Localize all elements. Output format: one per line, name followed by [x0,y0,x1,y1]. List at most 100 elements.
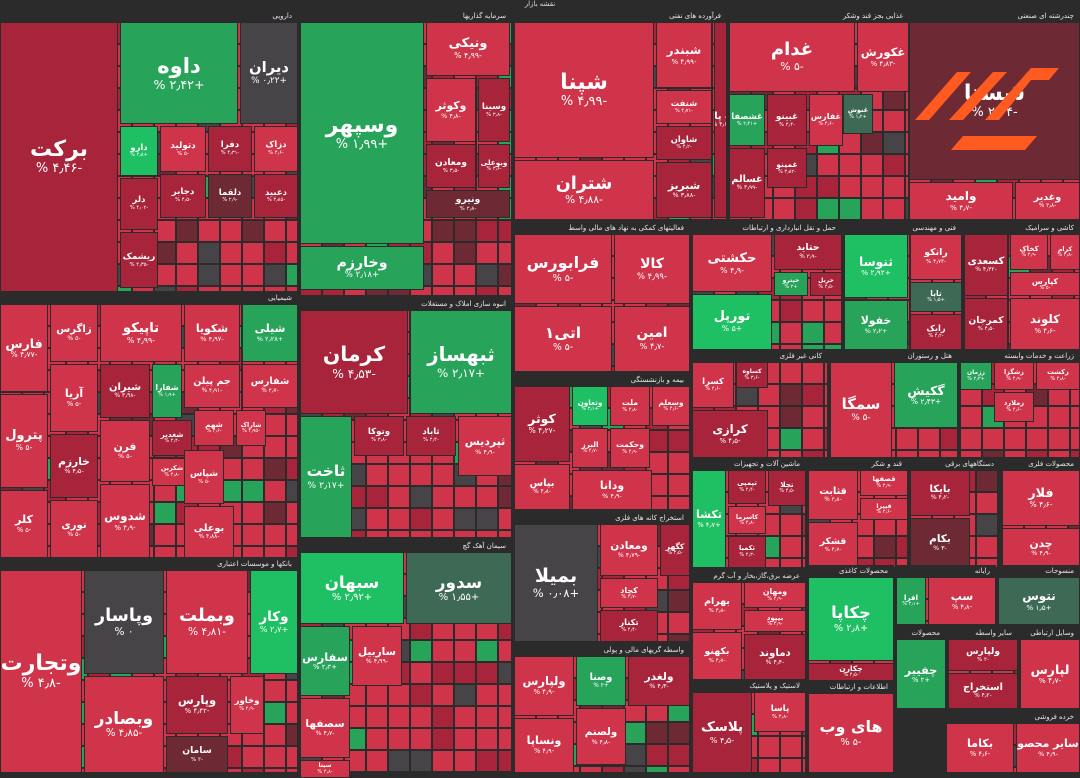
symbol-tile[interactable] [264,414,286,436]
symbol-tile[interactable] [668,496,690,510]
symbol-tile[interactable] [454,728,476,750]
symbol-tile[interactable] [454,640,476,662]
stock-tile[interactable]: نتوس +۱٫۵ % [998,577,1080,625]
symbol-tile[interactable] [780,736,802,758]
symbol-tile[interactable] [286,264,298,286]
symbol-tile[interactable] [780,514,802,536]
stock-tile[interactable]: کساوه -۳٫۶ % [736,362,768,388]
stock-tile[interactable]: شنفت -۴٫۷۱ % [656,90,712,124]
stock-tile[interactable]: فرن -۵ % [100,420,150,482]
stock-tile[interactable]: وحکمت -۴٫۹ % [610,428,650,468]
symbol-tile[interactable] [668,590,690,612]
stock-tile[interactable]: ولغدر -۴٫۳ % [628,656,690,706]
stock-tile[interactable]: شپاس -۵ % [184,450,224,504]
stock-tile[interactable]: ونیکی -۴٫۹۹ % [426,22,510,76]
stock-tile[interactable]: امین -۴٫۷ % [614,306,690,372]
stock-tile[interactable]: ثاباد -۴٫۴ % [406,416,456,456]
stock-tile[interactable]: سفارس +۲٫۳ % [300,626,350,696]
stock-tile[interactable]: وغدیر -۴٫۸ % [1015,182,1080,220]
stock-tile[interactable]: ولپارس -۴٫۹ % [514,656,574,716]
symbol-tile[interactable] [410,640,432,662]
stock-tile[interactable]: غسالم -۳٫۹۹ % [729,148,765,218]
symbol-tile[interactable] [918,450,940,458]
stock-tile[interactable]: کالا -۴٫۹۹ % [614,234,690,304]
symbol-tile[interactable] [286,414,298,436]
symbol-tile[interactable] [264,724,286,746]
symbol-tile[interactable] [432,486,454,508]
stock-tile[interactable]: زکشت -۴٫۸ % [1036,362,1080,390]
stock-tile[interactable]: دارو +۴٫۸ % [120,126,158,176]
stock-tile[interactable]: ونیرو -۲٫۸ % [426,190,510,218]
stock-tile[interactable]: ودانا -۴٫۹ % [572,470,652,510]
symbol-tile[interactable] [432,242,454,264]
stock-tile[interactable]: شاوان -۴٫۲ % [656,126,712,160]
stock-tile[interactable]: زشگزا -۴٫۹ % [994,362,1034,390]
stock-tile[interactable]: رایک -۴٫۲ % [910,314,962,350]
stock-tile[interactable]: کسعدی -۴٫۳۲ % [964,234,1008,296]
stock-tile[interactable]: فلار -۴٫۶ % [1002,470,1080,526]
symbol-tile[interactable] [198,242,220,264]
stock-tile[interactable]: وپارس -۴٫۴۲ % [166,676,228,734]
stock-tile[interactable]: تکمبا -۴٫۳ % [728,536,766,568]
symbol-tile[interactable] [154,546,176,558]
stock-tile[interactable]: بکام -۳ % [910,518,970,568]
symbol-tile[interactable] [388,508,410,530]
symbol-tile[interactable] [668,430,690,452]
symbol-tile[interactable] [498,486,512,508]
symbol-tile[interactable] [264,546,286,558]
symbol-tile[interactable] [264,680,286,702]
stock-tile[interactable]: کگهر -۴٫۵ % [660,524,690,576]
symbol-tile[interactable] [802,450,824,458]
symbol-tile[interactable] [264,264,286,286]
stock-tile[interactable]: ززمان +۲٫۳ % [960,362,992,390]
symbol-tile[interactable] [624,744,646,766]
stock-tile[interactable]: بمیلا +۰٫۰۸ % [514,524,598,642]
symbol-tile[interactable] [432,264,454,286]
stock-tile[interactable]: قثابت -۴٫۸ % [808,470,858,520]
stock-tile[interactable]: تپمپی -۴٫۴ % [728,470,766,504]
stock-tile[interactable]: تکنار -۴٫۴ % [600,610,658,642]
symbol-tile[interactable] [1004,428,1026,450]
stock-tile[interactable]: کخاک -۴٫۹ % [1010,234,1048,270]
stock-tile[interactable]: شیلی +۲٫۲۸ % [242,304,298,362]
symbol-tile[interactable] [264,502,286,524]
symbol-tile[interactable] [498,750,512,772]
stock-tile[interactable]: ومعادن -۴٫۷۹ % [600,524,658,576]
stock-tile[interactable]: وبملت -۴٫۸۱ % [166,570,248,674]
stock-tile[interactable]: بایکا -۴٫۲ % [910,470,970,516]
stock-tile[interactable]: وتعاون +۳٫۱ % [572,386,608,426]
symbol-tile[interactable] [998,492,1000,514]
stock-tile[interactable]: کرام -۴٫۸ % [1050,234,1080,270]
symbol-tile[interactable] [780,384,802,406]
stock-tile[interactable]: شکویا -۴٫۹۷ % [184,304,240,362]
symbol-tile[interactable] [242,220,264,242]
symbol-tile[interactable] [432,508,454,530]
symbol-tile[interactable] [1048,406,1070,428]
symbol-tile[interactable] [839,176,861,198]
stock-tile[interactable]: حریل -۴٫۵ % [810,272,842,296]
symbol-tile[interactable] [366,486,388,508]
symbol-tile[interactable] [388,750,410,772]
stock-tile[interactable]: تجلا -۴٫۵ % [768,470,806,506]
symbol-tile[interactable] [940,450,958,458]
symbol-tile[interactable] [286,480,298,502]
symbol-tile[interactable] [861,132,883,154]
stock-tile[interactable]: پلاسک -۴٫۵ % [692,692,752,773]
symbol-tile[interactable] [998,536,1000,558]
symbol-tile[interactable] [286,702,298,724]
symbol-tile[interactable] [780,536,802,558]
symbol-tile[interactable] [410,750,432,772]
symbol-tile[interactable] [242,480,264,502]
symbol-tile[interactable] [366,772,388,774]
symbol-tile[interactable] [286,220,298,242]
symbol-tile[interactable] [286,524,298,546]
symbol-tile[interactable] [795,198,817,220]
stock-tile[interactable]: ثبهساز +۲٫۱۷ % [410,310,512,414]
symbol-tile[interactable] [286,546,298,558]
symbol-tile[interactable] [388,706,410,728]
symbol-tile[interactable] [982,450,1004,458]
symbol-tile[interactable] [264,480,286,502]
symbol-tile[interactable] [264,524,286,546]
symbol-tile[interactable] [905,198,909,220]
stock-tile[interactable]: بکهنو -۴٫۷ % [692,632,742,680]
